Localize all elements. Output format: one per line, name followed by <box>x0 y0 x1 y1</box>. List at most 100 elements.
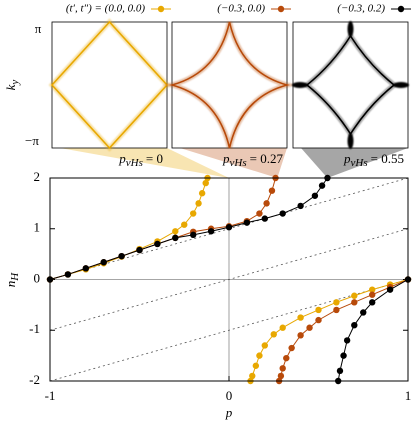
data-point <box>82 265 90 272</box>
data-point <box>386 286 394 293</box>
data-point <box>64 271 72 278</box>
data-point <box>279 324 286 331</box>
data-point <box>190 210 197 217</box>
guide-line <box>49 228 409 331</box>
vhs-value: = 0 <box>146 151 163 166</box>
vhs-symbol: p <box>343 151 351 166</box>
data-point <box>311 192 319 199</box>
y-tick-label: 2 <box>34 169 41 184</box>
inset-panel <box>51 21 168 149</box>
data-point <box>100 259 107 266</box>
data-point <box>277 372 285 380</box>
data-point <box>252 362 260 369</box>
data-point <box>261 215 268 222</box>
data-point <box>181 221 188 228</box>
y-tick-label: 0 <box>34 270 41 285</box>
fermi-blob <box>347 21 354 37</box>
fermi-surface <box>48 18 171 152</box>
y-axis-label-sub: H <box>9 272 21 282</box>
fermi-line <box>50 20 169 150</box>
data-point <box>172 228 179 235</box>
data-point <box>315 316 322 324</box>
inset-y-tick: −π <box>25 133 39 148</box>
vhs-sub: vHs <box>126 157 143 169</box>
inset-y-label: ky <box>3 80 21 91</box>
data-point <box>243 219 251 226</box>
data-point <box>268 187 276 194</box>
legend-marker <box>157 5 165 13</box>
legend-marker <box>277 5 285 13</box>
x-axis-label: p <box>225 405 233 420</box>
data-point <box>351 321 358 329</box>
data-point <box>351 299 358 306</box>
vhs-label: pvHs = 0 <box>118 151 163 169</box>
x-tick-label: 0 <box>226 388 233 403</box>
y-axis-label: nH <box>3 272 21 288</box>
data-point <box>318 182 326 189</box>
vhs-symbol: p <box>118 151 126 166</box>
data-point <box>270 331 277 338</box>
data-point <box>343 337 351 344</box>
data-point <box>207 228 215 235</box>
data-point <box>172 234 179 242</box>
fermi-blob <box>292 82 308 88</box>
legend-label: (−0.3, 0.2) <box>337 3 385 15</box>
inset-y-label-sub: y <box>9 80 21 86</box>
data-point <box>263 200 270 207</box>
data-point <box>369 299 376 306</box>
data-point <box>297 314 304 321</box>
data-point <box>279 365 286 372</box>
x-tick-label: -1 <box>45 388 56 403</box>
data-point <box>225 224 233 231</box>
plot-frame <box>49 177 409 382</box>
vhs-value: = 0.55 <box>371 151 404 166</box>
vhs-symbol: p <box>222 151 230 166</box>
x-tick-label: 1 <box>405 388 412 403</box>
fermi-surface <box>292 21 409 149</box>
data-point <box>256 210 263 217</box>
vhs-wedge <box>60 148 229 178</box>
data-point <box>351 292 358 299</box>
y-tick-label: -2 <box>29 372 40 387</box>
inset-y-label-main: k <box>3 84 18 90</box>
legend-label: (t′, t″) = (0.0, 0.0) <box>66 3 146 15</box>
data-point <box>336 367 344 375</box>
y-axis-label-main: n <box>3 281 18 288</box>
fermi-line <box>168 21 291 149</box>
data-point <box>297 202 304 210</box>
data-point <box>315 306 322 314</box>
vhs-wedge <box>180 148 287 178</box>
vhs-label: pvHs = 0.55 <box>343 151 404 169</box>
data-point <box>256 352 263 359</box>
vhs-sub: vHs <box>230 157 247 169</box>
guide-line <box>49 279 409 382</box>
legend-label: (−0.3, 0.0) <box>217 3 265 15</box>
data-point <box>279 210 286 217</box>
data-point <box>136 246 143 254</box>
data-point <box>249 372 256 380</box>
fermi-blob <box>347 133 354 149</box>
fermi-blob <box>393 82 409 88</box>
fermi-surface <box>162 21 297 149</box>
data-point <box>369 291 376 298</box>
data-point <box>306 324 313 331</box>
vhs-value: = 0.27 <box>250 151 284 166</box>
data-point <box>360 309 367 316</box>
vhs-sub: vHs <box>351 157 368 169</box>
y-tick-label: 1 <box>34 220 41 235</box>
data-point <box>154 240 161 248</box>
data-point <box>288 344 295 352</box>
data-point <box>283 354 290 362</box>
data-point <box>190 231 197 239</box>
data-point <box>297 332 304 339</box>
data-point <box>202 179 209 187</box>
legend-marker <box>397 5 405 13</box>
data-point <box>261 342 268 349</box>
data-point <box>340 352 347 359</box>
vhs-wedge <box>301 148 408 178</box>
inset-y-tick: π <box>35 21 42 36</box>
data-point <box>198 190 206 197</box>
data-point <box>369 286 376 293</box>
data-point <box>118 252 125 260</box>
